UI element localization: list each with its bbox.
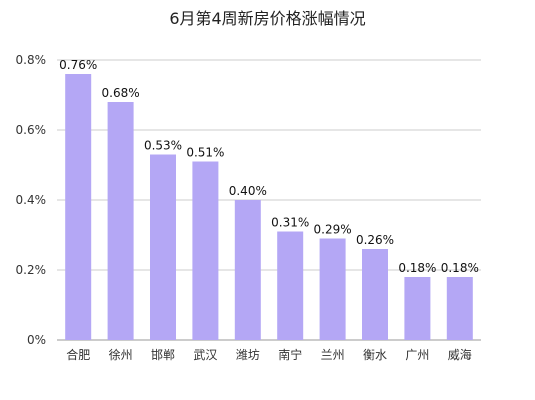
x-tick-label: 武汉 — [193, 348, 217, 362]
bar — [65, 74, 92, 340]
bar — [234, 200, 261, 340]
data-label: 0.18% — [441, 261, 479, 275]
data-label: 0.76% — [59, 58, 97, 72]
data-label: 0.68% — [102, 86, 140, 100]
y-tick-label: 0% — [27, 333, 46, 347]
data-label: 0.29% — [314, 223, 352, 237]
bar — [446, 277, 473, 340]
data-label: 0.18% — [398, 261, 436, 275]
x-tick-label: 兰州 — [321, 348, 345, 362]
data-label: 0.40% — [229, 184, 267, 198]
x-tick-label: 邯郸 — [151, 347, 175, 362]
data-label: 0.31% — [271, 216, 309, 230]
bar — [107, 102, 134, 340]
data-label: 0.53% — [144, 139, 182, 153]
bar — [277, 231, 304, 340]
data-labels: 0.76% 0.68% 0.53% 0.51% 0.40% 0.31% 0.29% 0.26%… — [59, 58, 479, 275]
x-tick-label: 南宁 — [278, 347, 302, 362]
bar — [192, 161, 219, 340]
y-axis: 0% 0.2% 0.4% 0.6% 0.8% — [16, 53, 47, 347]
x-tick-label: 衡水 — [363, 348, 387, 362]
x-tick-label: 广州 — [405, 348, 429, 362]
x-tick-label: 合肥 — [66, 347, 90, 362]
y-tick-label: 0.6% — [16, 123, 47, 137]
y-tick-label: 0.8% — [16, 53, 47, 67]
bars — [65, 74, 473, 340]
bar — [150, 154, 176, 340]
data-label: 0.26% — [356, 233, 394, 247]
x-tick-label: 威海 — [448, 347, 472, 362]
x-axis: 合肥 徐州 邯郸 武汉 潍坊 南宁 兰州 衡水 广州 威海 — [66, 347, 472, 362]
x-tick-label: 潍坊 — [236, 347, 260, 362]
bar — [319, 238, 346, 340]
chart-title: 6月第4周新房价格涨幅情况 — [169, 9, 366, 28]
y-tick-label: 0.2% — [16, 263, 47, 277]
data-label: 0.51% — [186, 146, 224, 160]
y-tick-label: 0.4% — [16, 193, 47, 207]
x-tick-label: 徐州 — [109, 347, 133, 362]
bar — [404, 277, 431, 340]
bar — [362, 249, 388, 340]
